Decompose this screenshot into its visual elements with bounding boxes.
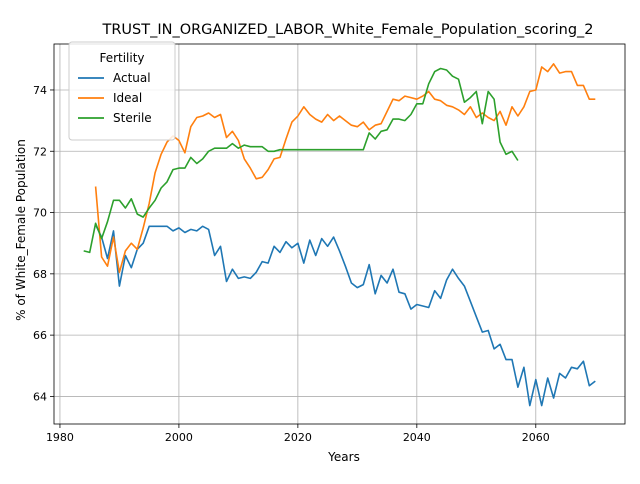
x-axis-label: Years — [327, 450, 360, 464]
series-line-ideal — [94, 63, 596, 274]
y-tick-label: 70 — [33, 207, 47, 220]
y-axis-ticks: 64 66 68 70 72 74 — [33, 84, 54, 403]
legend-label-ideal: Ideal — [113, 91, 142, 105]
legend-items: Actual Ideal Sterile — [78, 71, 152, 125]
y-tick-label: 64 — [33, 390, 47, 403]
x-tick-label: 2000 — [165, 431, 193, 444]
y-axis-label: % of White_Female Population — [14, 139, 28, 321]
legend-label-actual: Actual — [113, 71, 151, 85]
x-tick-label: 1980 — [46, 431, 74, 444]
x-tick-label: 2060 — [522, 431, 550, 444]
y-tick-label: 74 — [33, 84, 47, 97]
y-tick-label: 72 — [33, 145, 47, 158]
series-lines — [83, 63, 596, 407]
chart-title: TRUST_IN_ORGANIZED_LABOR_White_Female_Po… — [101, 22, 593, 38]
x-tick-label: 2020 — [284, 431, 312, 444]
y-tick-label: 66 — [33, 329, 47, 342]
legend-label-sterile: Sterile — [113, 111, 152, 125]
legend: Fertility Actual Ideal Sterile — [68, 41, 176, 141]
series-line-sterile — [83, 67, 519, 254]
legend-title: Fertility — [99, 51, 144, 65]
series-line-actual — [94, 224, 596, 407]
plot-frame — [53, 43, 626, 425]
legend-box — [68, 41, 176, 141]
y-tick-label: 68 — [33, 268, 47, 281]
x-tick-label: 2040 — [403, 431, 431, 444]
x-axis-ticks: 1980 2000 2020 2040 2060 — [46, 424, 550, 444]
